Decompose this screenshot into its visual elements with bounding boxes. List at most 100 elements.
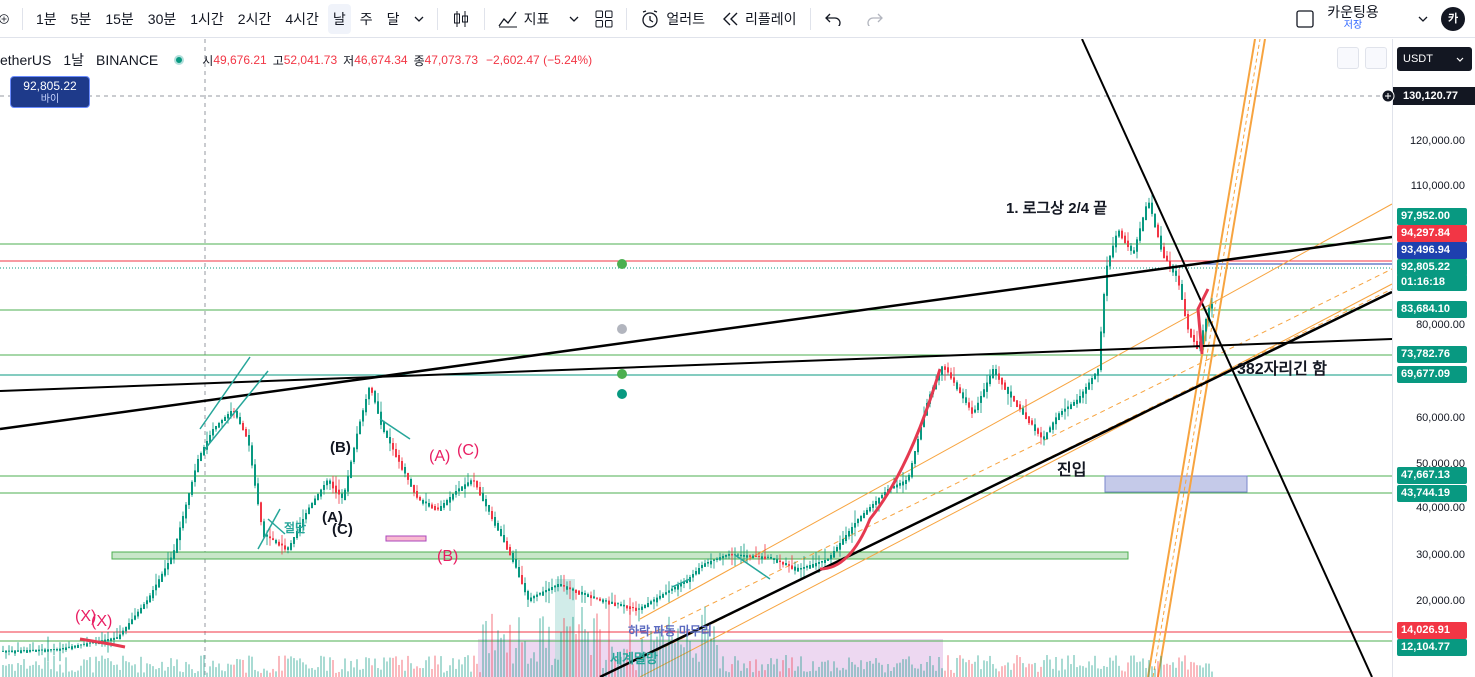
volume-bar <box>1169 664 1171 677</box>
candle-body <box>737 554 739 556</box>
annotation-bottom-a[interactable]: 하락 파동 마무리 <box>628 624 712 638</box>
volume-bar <box>1073 655 1075 677</box>
candle-body <box>779 560 781 563</box>
candle-body <box>977 402 979 411</box>
volume-bar <box>803 671 805 677</box>
wave-label-a-black[interactable]: (A) <box>322 509 343 526</box>
candle-body <box>650 601 652 605</box>
volume-bar <box>272 668 274 677</box>
layout-name-button[interactable]: 카운팅용 저장 <box>1322 5 1384 33</box>
replay-button[interactable]: 리플레이 <box>716 4 802 34</box>
fullscreen-checkbox-icon[interactable] <box>1290 4 1320 34</box>
wave-label-x2[interactable]: (X) <box>91 613 113 630</box>
volume-bar <box>263 668 265 677</box>
avatar[interactable]: 카 <box>1441 7 1465 31</box>
volume-bar <box>839 670 841 677</box>
candle-body <box>1121 230 1123 239</box>
volume-bar <box>56 671 58 677</box>
candle-body <box>671 588 673 591</box>
volume-bar <box>1091 665 1093 677</box>
axis-tick: 110,000.00 <box>1410 180 1465 192</box>
chart-maximize-button[interactable] <box>1365 47 1387 69</box>
price-axis[interactable]: USDT 130,120.77 120,000.00 110,000.00 80,0… <box>1381 39 1475 677</box>
crosshair-price-label: 130,120.77 <box>1381 87 1475 105</box>
wave-label-x1[interactable]: (X) <box>75 608 97 625</box>
wave-label-a-red[interactable]: (A) <box>429 448 451 465</box>
volume-bar <box>422 668 424 677</box>
volume-bar <box>770 658 772 677</box>
volume-bar <box>1166 663 1168 677</box>
interval-2[interactable]: 15분 <box>105 10 134 27</box>
chart-pane[interactable]: etherUS 1날 BINANCE 시 49,676.21 고 52,041.73… <box>0 39 1392 677</box>
interval-5[interactable]: 2시간 <box>237 10 272 27</box>
candle-body <box>1211 304 1213 309</box>
candle-body <box>740 554 742 557</box>
annotation-fib-382[interactable]: 382자리긴 함 <box>1237 361 1328 378</box>
interval-6[interactable]: 4시간 <box>285 10 319 27</box>
volume-bar <box>1160 655 1162 677</box>
candle-body <box>641 606 643 610</box>
volume-bar <box>1196 665 1198 677</box>
interval-8[interactable]: 주 <box>359 10 373 27</box>
candle-body <box>629 606 631 610</box>
exchange-label: BINANCE <box>96 52 159 68</box>
undo-icon[interactable] <box>819 4 847 34</box>
volume-bar <box>983 660 985 677</box>
candle-body <box>1163 246 1165 259</box>
wave-label-c-red[interactable]: (C) <box>457 442 480 459</box>
chart-settings-button[interactable] <box>1337 47 1359 69</box>
candle-body <box>1157 224 1159 238</box>
alert-button[interactable]: 얼러트 <box>635 4 710 34</box>
candle-body <box>998 373 1000 380</box>
volume-bar <box>50 669 52 677</box>
candle-style-icon[interactable] <box>446 4 476 34</box>
interval-7[interactable]: 날 <box>327 3 351 34</box>
annotation-bottom-b[interactable]: 세계멸망 <box>610 651 658 666</box>
volume-bar <box>710 638 712 677</box>
timeframe-label[interactable]: 1날 <box>63 52 85 68</box>
candle-body <box>1016 400 1018 408</box>
buy-button[interactable]: 92,805.22 바이 <box>10 76 90 108</box>
candle-body <box>302 519 304 528</box>
interval-4[interactable]: 1시간 <box>190 10 224 27</box>
interval-1[interactable]: 5분 <box>70 10 92 27</box>
indicators-dropdown-chevron-icon[interactable] <box>564 4 584 34</box>
candle-body <box>896 484 898 488</box>
wave-label-c-black[interactable]: (C) <box>332 521 353 538</box>
symbol-name[interactable]: etherUS <box>0 52 52 68</box>
volume-bar <box>665 645 667 677</box>
volume-bar <box>26 668 28 677</box>
add-symbol-icon[interactable] <box>0 4 14 34</box>
indicators-button[interactable]: 지표 <box>493 4 555 34</box>
interval-0[interactable]: 1분 <box>36 10 57 27</box>
redo-icon[interactable] <box>861 4 889 34</box>
candle-body <box>803 567 805 569</box>
volume-bar <box>671 636 673 677</box>
volume-bar <box>635 670 637 677</box>
layout-grid-icon[interactable] <box>590 4 618 34</box>
currency-selector[interactable]: USDT <box>1397 47 1472 71</box>
annotation-entry[interactable]: 진입 <box>1057 462 1087 479</box>
layout-dropdown-chevron-icon[interactable] <box>1413 4 1433 34</box>
candle-body <box>218 423 220 428</box>
add-alert-plus-icon[interactable] <box>1381 89 1395 103</box>
volume-bar <box>593 618 595 677</box>
interval-9[interactable]: 달 <box>386 10 400 27</box>
annotation-log-top[interactable]: 1. 로그상 2/4 끝 <box>1006 200 1108 217</box>
wave-label-b-red[interactable]: (B) <box>437 548 459 565</box>
candle-body <box>1079 396 1081 403</box>
candle-body <box>77 645 79 648</box>
volume-bar <box>305 664 307 677</box>
interval-3[interactable]: 30분 <box>147 10 177 27</box>
annotation-cut[interactable]: 절단 <box>284 521 307 535</box>
interval-dropdown-chevron-icon[interactable] <box>409 4 429 34</box>
volume-bar <box>86 660 88 677</box>
volume-bar <box>1070 664 1072 677</box>
candle-body <box>287 547 289 550</box>
volume-bar <box>101 655 103 677</box>
wave-label-b-black[interactable]: (B) <box>330 439 351 456</box>
chart-drawing[interactable] <box>0 39 1392 677</box>
volume-bar <box>452 658 454 677</box>
volume-bar <box>557 659 559 677</box>
volume-bar <box>920 663 922 677</box>
